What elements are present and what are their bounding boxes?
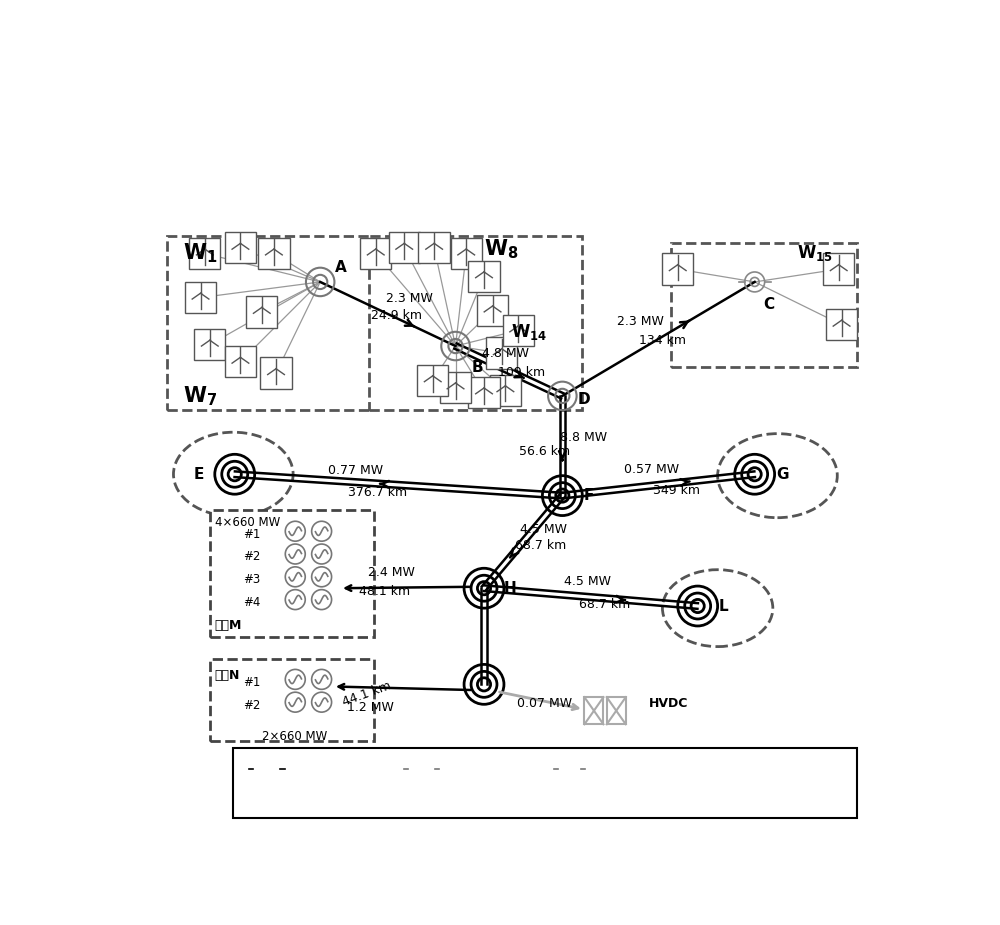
Bar [486, 338, 517, 369]
Text: E: E [193, 467, 204, 482]
Text: 109 km: 109 km [498, 366, 545, 379]
Ellipse shape [662, 570, 773, 647]
Text: 母线和线路: 母线和线路 [285, 804, 318, 814]
Text: 2.4 MW: 2.4 MW [368, 566, 415, 579]
Bar [210, 660, 374, 741]
Bar [440, 372, 471, 403]
Text: 2×660 MW: 2×660 MW [262, 730, 327, 743]
Bar [389, 232, 420, 264]
Text: F: F [584, 488, 594, 503]
Bar [607, 697, 626, 724]
Text: #1: #1 [243, 527, 261, 540]
Text: 母线和线路: 母线和线路 [589, 771, 623, 782]
Text: $\mathbf{W_8}$: $\mathbf{W_8}$ [484, 238, 519, 261]
Bar [451, 238, 482, 269]
Text: 4.5 MW: 4.5 MW [520, 523, 567, 536]
Text: 2.3 MW: 2.3 MW [617, 314, 664, 327]
Text: H: H [504, 581, 517, 596]
Text: 110 kV: 110 kV [285, 788, 326, 801]
Bar [369, 236, 582, 410]
Bar [823, 253, 854, 285]
Bar [477, 295, 508, 327]
Text: 24.9 km: 24.9 km [371, 309, 422, 322]
Text: 0.57 MW: 0.57 MW [624, 462, 679, 475]
Text: L: L [719, 598, 729, 613]
Text: 134 km: 134 km [639, 334, 686, 347]
Bar [258, 238, 290, 269]
Text: 376.7 km: 376.7 km [348, 486, 407, 499]
Text: D: D [578, 392, 591, 407]
Bar [417, 364, 448, 396]
Text: 电机: 电机 [740, 803, 755, 816]
Text: 汽轮发: 汽轮发 [740, 788, 763, 801]
Text: 48.1 km: 48.1 km [359, 585, 410, 598]
Bar [167, 236, 372, 410]
Text: C: C [763, 297, 774, 313]
Text: $\mathbf{W_1}$: $\mathbf{W_1}$ [183, 241, 218, 265]
Text: 1.2 MW: 1.2 MW [347, 701, 393, 714]
Text: 349 km: 349 km [653, 484, 700, 497]
Text: 56.6 km: 56.6 km [519, 445, 570, 458]
Text: $\mathbf{W_{15}}$: $\mathbf{W_{15}}$ [797, 243, 833, 264]
Bar [260, 357, 292, 388]
Bar [706, 755, 735, 783]
Text: $\mathbf{W_{14}}$: $\mathbf{W_{14}}$ [511, 322, 547, 342]
Text: ±800 kV: ±800 kV [597, 788, 647, 801]
Ellipse shape [173, 432, 293, 516]
Bar [233, 747, 857, 818]
Text: #2: #2 [243, 698, 261, 711]
Text: 电厂N: 电厂N [215, 669, 240, 682]
Text: #2: #2 [243, 550, 261, 563]
Text: 220 kV: 220 kV [589, 756, 630, 769]
Text: G: G [776, 467, 789, 482]
Text: 电厂M: 电厂M [215, 619, 242, 632]
Bar [225, 232, 256, 264]
Text: 母线和线路: 母线和线路 [437, 804, 470, 814]
Bar [360, 238, 391, 269]
Ellipse shape [718, 434, 837, 518]
Text: 母线和线路: 母线和线路 [288, 771, 321, 782]
Bar [556, 791, 572, 812]
Text: HVDC: HVDC [649, 697, 689, 710]
Text: 母线和线路: 母线和线路 [443, 771, 476, 782]
Text: 风电场: 风电场 [740, 761, 763, 774]
Bar [468, 376, 500, 408]
Text: 35 kV: 35 kV [437, 788, 470, 801]
Bar [503, 314, 534, 346]
Bar [584, 697, 603, 724]
Bar [418, 232, 450, 264]
Text: 0.77 MW: 0.77 MW [328, 464, 383, 477]
Text: 0.07 MW: 0.07 MW [517, 697, 572, 710]
Text: 500 kV: 500 kV [443, 756, 483, 769]
Text: A: A [334, 260, 346, 276]
Bar [185, 282, 216, 314]
Text: #4: #4 [243, 596, 261, 609]
Text: 68.7 km: 68.7 km [579, 598, 631, 611]
Text: 4.8 MW: 4.8 MW [482, 348, 529, 361]
Text: 68.7 km: 68.7 km [515, 539, 567, 552]
Text: B: B [471, 360, 483, 375]
Text: 4×660 MW: 4×660 MW [215, 516, 280, 529]
Text: 750 kV: 750 kV [288, 756, 329, 769]
Text: #3: #3 [243, 574, 261, 586]
Text: 2.3 MW: 2.3 MW [386, 291, 433, 305]
Bar [225, 346, 256, 377]
Text: 4.5 MW: 4.5 MW [564, 575, 611, 588]
Bar [574, 791, 590, 812]
Bar [468, 261, 500, 292]
Bar [662, 253, 693, 285]
Bar [194, 329, 225, 361]
Bar [246, 296, 277, 327]
Bar [210, 510, 374, 636]
Text: 44.1 km: 44.1 km [340, 679, 393, 709]
Bar [189, 238, 220, 269]
Text: 直流线路: 直流线路 [597, 804, 623, 814]
Bar [671, 242, 857, 367]
Text: $\mathbf{W_7}$: $\mathbf{W_7}$ [183, 384, 218, 408]
Text: #1: #1 [243, 676, 261, 689]
Bar [490, 375, 521, 406]
Bar [826, 309, 857, 340]
Text: 8.8 MW: 8.8 MW [560, 431, 607, 444]
